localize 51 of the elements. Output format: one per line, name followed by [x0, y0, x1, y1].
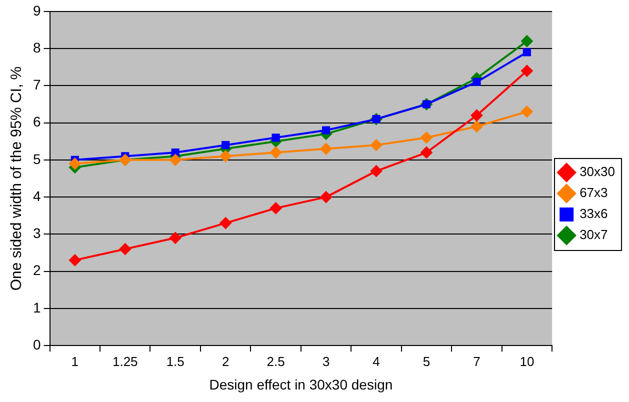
- y-tick-label: 4: [32, 188, 41, 204]
- point: [119, 243, 132, 256]
- x-axis-title: Design effect in 30x30 design: [209, 376, 393, 392]
- x-tick-label: 10: [520, 354, 534, 369]
- y-tick-label: 5: [32, 150, 41, 167]
- point: [68, 158, 81, 170]
- y-tick-label: 1: [32, 299, 41, 316]
- y-tick-label: 0: [32, 336, 41, 352]
- legend-label: 33x6: [580, 206, 608, 222]
- point: [520, 35, 533, 48]
- x-tick-label: 1.25: [112, 354, 138, 369]
- x-tick-label: 4: [372, 354, 380, 369]
- legend-label: 67x3: [580, 185, 608, 200]
- point: [470, 109, 483, 122]
- y-tick-label: 9: [32, 2, 41, 18]
- point: [68, 254, 81, 266]
- point: [370, 165, 382, 178]
- y-tick-label: 2: [32, 262, 41, 278]
- y-tick-label: 8: [32, 39, 41, 56]
- point: [420, 146, 433, 159]
- point: [322, 126, 330, 134]
- point: [320, 191, 332, 204]
- x-tick-label: 2.5: [266, 354, 285, 369]
- point: [420, 132, 433, 144]
- y-axis-title: One sided width of the 95% CI, %: [8, 66, 26, 291]
- point: [270, 202, 282, 214]
- point: [272, 134, 280, 142]
- legend-label: 30x30: [580, 164, 615, 180]
- point: [270, 146, 282, 159]
- y-tick-label: 3: [32, 225, 41, 242]
- point: [220, 217, 232, 230]
- point: [169, 154, 182, 166]
- x-tick-label: 7: [473, 354, 480, 369]
- point: [520, 64, 533, 77]
- point: [320, 142, 332, 155]
- point: [470, 120, 483, 133]
- y-tick-label: 6: [32, 114, 41, 130]
- point: [522, 48, 531, 56]
- point: [520, 106, 533, 118]
- point: [472, 78, 481, 86]
- y-tick-label: 7: [32, 76, 41, 93]
- point: [220, 150, 232, 162]
- x-tick-label: 5: [422, 354, 430, 369]
- x-tick-label: 1: [71, 354, 79, 369]
- point: [370, 139, 382, 152]
- point: [169, 232, 182, 244]
- x-tick-label: 2: [222, 354, 230, 369]
- x-tick-label: 1.5: [166, 354, 184, 369]
- point: [222, 141, 230, 150]
- x-tick-label: 3: [322, 354, 330, 369]
- legend-label: 30x7: [580, 227, 608, 242]
